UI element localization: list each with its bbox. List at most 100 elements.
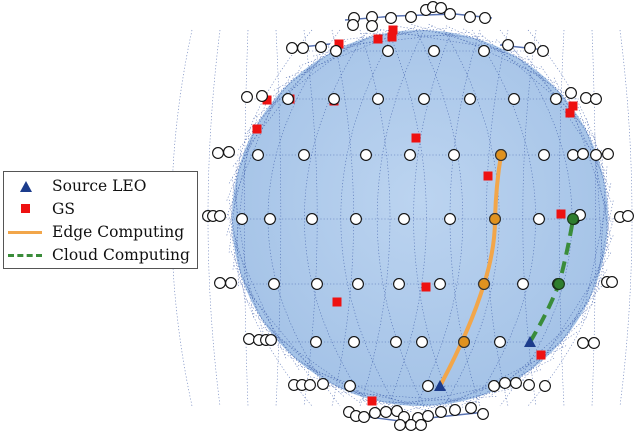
isl-link xyxy=(228,228,287,359)
satellite xyxy=(225,277,237,289)
isl-link xyxy=(619,29,633,407)
isl-link xyxy=(449,29,481,407)
isl-link xyxy=(527,29,609,407)
ground-station xyxy=(334,39,344,49)
ground-station xyxy=(252,124,262,134)
isl-link xyxy=(581,183,612,322)
isl-link xyxy=(413,29,453,407)
satellite xyxy=(448,149,460,161)
satellite xyxy=(533,213,545,225)
satellite xyxy=(306,213,318,225)
satellite xyxy=(479,12,491,24)
satellite xyxy=(369,407,381,419)
ground-station xyxy=(411,133,421,143)
isl-link xyxy=(253,33,367,119)
isl-link xyxy=(328,31,469,48)
satellite xyxy=(214,277,226,289)
satellite xyxy=(435,406,447,418)
legend-item-source-leo: Source LEO xyxy=(4,175,197,197)
satellite xyxy=(580,92,592,104)
satellite xyxy=(405,419,417,431)
ground-station xyxy=(367,396,377,406)
isl-link xyxy=(252,312,344,397)
isl-link xyxy=(304,29,369,407)
satellite xyxy=(223,146,235,158)
isl-link xyxy=(313,26,433,57)
satellite xyxy=(510,377,522,389)
satellite xyxy=(212,147,224,159)
isl-link xyxy=(377,29,425,407)
legend-label-edge: Edge Computing xyxy=(52,223,185,241)
satellite xyxy=(347,19,359,31)
isl-link xyxy=(479,33,589,126)
satellite xyxy=(348,336,360,348)
ground-station xyxy=(262,95,272,105)
isl-link xyxy=(522,285,602,381)
satellite xyxy=(567,149,579,161)
isl-link xyxy=(338,391,480,403)
ground-station xyxy=(332,297,342,307)
solid-line-icon xyxy=(8,231,42,234)
satellite xyxy=(464,93,476,105)
red-square-icon xyxy=(21,204,30,213)
satellite xyxy=(464,11,476,23)
isl-link xyxy=(233,264,300,370)
satellite xyxy=(416,336,428,348)
isl-link xyxy=(235,162,239,287)
ground-station xyxy=(373,34,383,44)
isl-link xyxy=(231,177,254,318)
satellite xyxy=(477,408,489,420)
isl-link xyxy=(511,46,595,139)
ground-station xyxy=(421,282,431,292)
satellite xyxy=(344,380,356,392)
isl-link xyxy=(232,54,320,167)
cloud-node xyxy=(567,213,579,225)
source-leo-icon xyxy=(434,380,446,391)
ground-station xyxy=(556,209,566,219)
satellite xyxy=(360,149,372,161)
satellite xyxy=(282,93,294,105)
satellite xyxy=(268,278,280,290)
satellite xyxy=(304,379,316,391)
ground-station xyxy=(483,171,493,181)
satellite xyxy=(422,380,434,392)
satellite xyxy=(311,278,323,290)
isl-link xyxy=(260,325,378,408)
edge-node xyxy=(478,278,490,290)
satellite xyxy=(465,402,477,414)
satellite xyxy=(577,337,589,349)
satellite xyxy=(422,410,434,422)
isl-link xyxy=(522,29,537,407)
isl-link xyxy=(534,252,612,373)
isl-link xyxy=(227,213,264,333)
satellite xyxy=(550,93,562,105)
isl-link xyxy=(285,25,418,79)
satellite xyxy=(524,42,536,54)
legend-item-gs: GS xyxy=(4,198,197,220)
isl-mesh xyxy=(171,13,633,422)
satellite xyxy=(241,91,253,103)
isl-link xyxy=(373,396,497,405)
satellite xyxy=(385,12,397,24)
isl-link xyxy=(553,77,610,188)
satellite xyxy=(537,45,549,57)
isl-link xyxy=(232,129,251,270)
satellite xyxy=(286,42,298,54)
satellite xyxy=(622,210,634,222)
satellite xyxy=(435,2,447,14)
isl-link xyxy=(443,29,500,407)
isl-link xyxy=(489,301,595,398)
satellite xyxy=(380,406,392,418)
source-leo-icon xyxy=(524,336,536,347)
satellite xyxy=(502,39,514,51)
isl-link xyxy=(486,29,509,407)
isl-link xyxy=(428,23,558,84)
satellite xyxy=(602,148,614,160)
edge-node xyxy=(458,336,470,348)
legend: Source LEO GS Edge Computing Cloud Compu… xyxy=(3,171,198,269)
isl-link xyxy=(295,363,429,413)
satellite xyxy=(508,93,520,105)
satellite xyxy=(366,20,378,32)
isl-link xyxy=(411,23,530,61)
